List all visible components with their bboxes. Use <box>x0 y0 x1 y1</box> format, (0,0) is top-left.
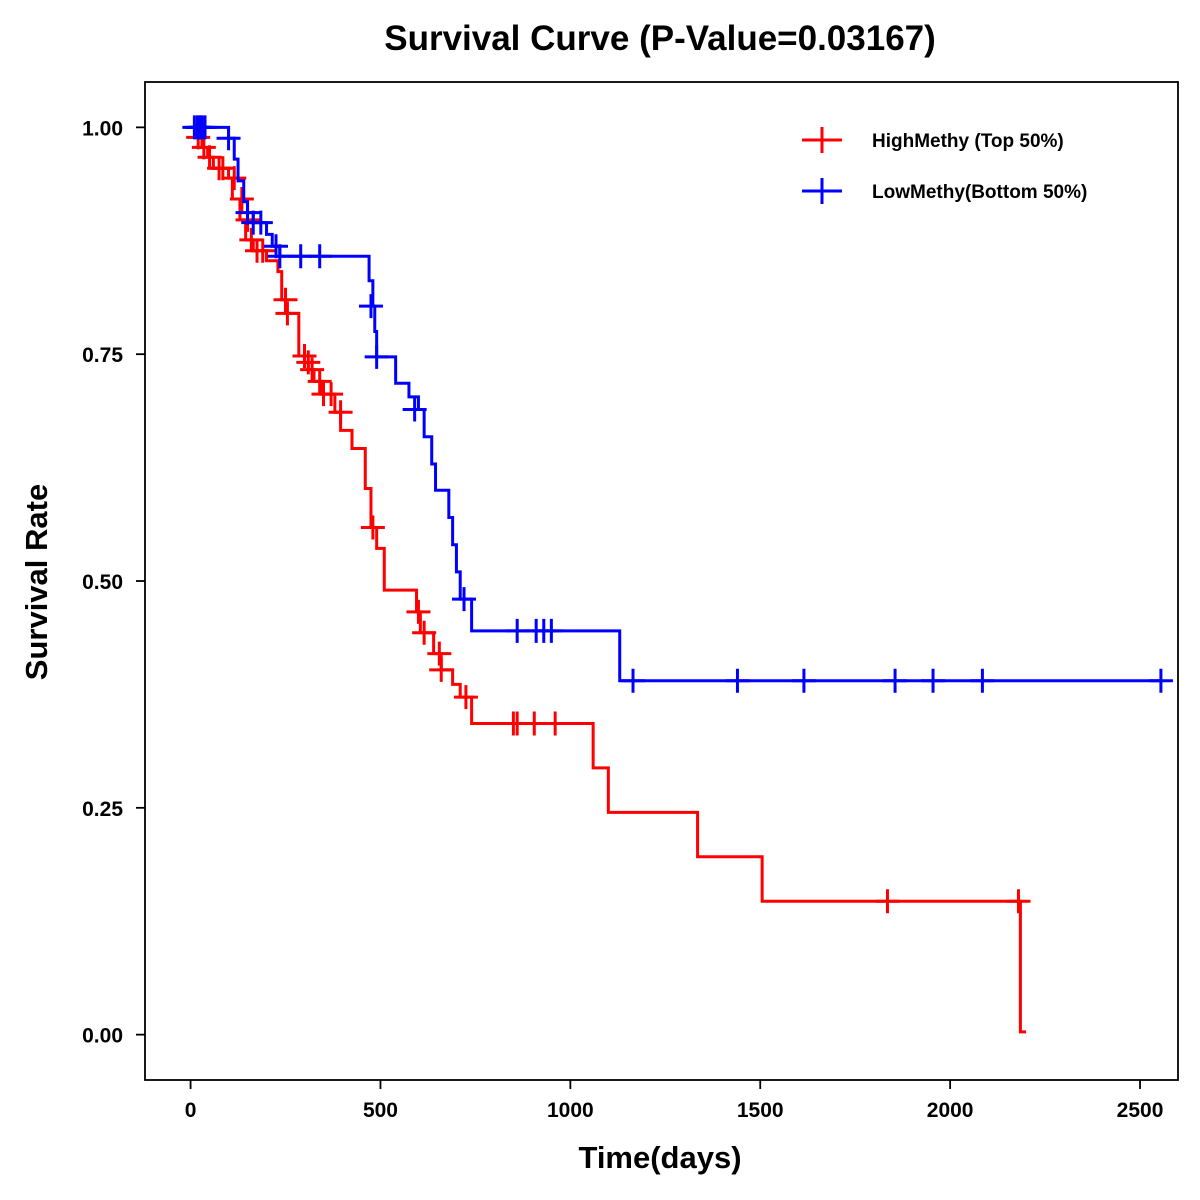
censor-mark <box>264 234 289 259</box>
censor-mark <box>229 187 254 212</box>
censor-mark <box>235 200 260 225</box>
censor-mark <box>725 668 750 693</box>
censor-mark <box>452 587 477 612</box>
x-tick-label: 1500 <box>737 1099 784 1122</box>
censor-mark <box>921 668 946 693</box>
censor-mark <box>522 711 547 736</box>
censor-mark <box>248 210 273 235</box>
censor-mark <box>406 599 431 624</box>
censor-mark <box>273 287 298 312</box>
censor-mark <box>875 889 900 914</box>
censor-mark <box>543 711 568 736</box>
censor-mark <box>402 397 427 422</box>
censor-mark <box>970 668 995 693</box>
survival-curve-high <box>190 125 1027 1034</box>
censor-mark <box>360 515 385 540</box>
x-tick-label: 1000 <box>547 1099 594 1122</box>
censor-mark <box>1148 668 1173 693</box>
y-axis-label: Survival Rate <box>19 484 54 680</box>
plot-area: 0 500 1000 1500 2000 2500 0.00 0.25 0.50 0.75 1.00… <box>82 81 1179 1122</box>
censor-mark <box>883 668 908 693</box>
legend-label: LowMethy(Bottom 50%) <box>872 182 1087 203</box>
censor-mark <box>539 618 564 643</box>
censor-mark <box>412 620 437 645</box>
censor-mark <box>216 126 241 151</box>
censor-mark <box>275 301 300 326</box>
censor-mark <box>307 369 332 394</box>
censor-mark <box>453 685 478 710</box>
censor-mark <box>267 244 292 269</box>
censor-mark <box>239 227 264 252</box>
censor-mark <box>193 115 218 140</box>
y-tick-label: 0.75 <box>82 344 123 367</box>
x-tick-label: 2500 <box>1117 1099 1164 1122</box>
censor-mark <box>250 238 275 263</box>
plot-frame <box>144 81 1179 1081</box>
x-axis-label: Time(days) <box>578 1140 741 1175</box>
survival-curve-low <box>190 125 1163 683</box>
censor-mark <box>621 668 646 693</box>
x-tick-label: 0 <box>185 1099 197 1122</box>
y-tick-label: 0.25 <box>82 798 123 821</box>
legend-label: HighMethy (Top 50%) <box>872 131 1064 152</box>
censor-mark <box>222 166 247 191</box>
censor-mark <box>1006 889 1031 914</box>
x-tick-label: 500 <box>363 1099 398 1122</box>
x-tick-label: 2000 <box>927 1099 974 1122</box>
censor-mark <box>429 657 454 682</box>
censor-mark <box>364 344 389 369</box>
censor-mark <box>292 343 317 368</box>
censor-mark <box>307 244 332 269</box>
y-tick-label: 0.50 <box>82 571 123 594</box>
censor-mark <box>328 400 353 425</box>
chart-title: Survival Curve (P-Value=0.03167) <box>384 19 936 58</box>
censor-mark <box>427 641 452 666</box>
censor-mark <box>358 294 383 319</box>
y-tick-label: 0.00 <box>82 1025 123 1048</box>
censor-mark <box>791 668 816 693</box>
y-tick-label: 1.00 <box>82 117 123 140</box>
censor-mark <box>210 156 235 181</box>
censor-mark <box>319 382 344 407</box>
